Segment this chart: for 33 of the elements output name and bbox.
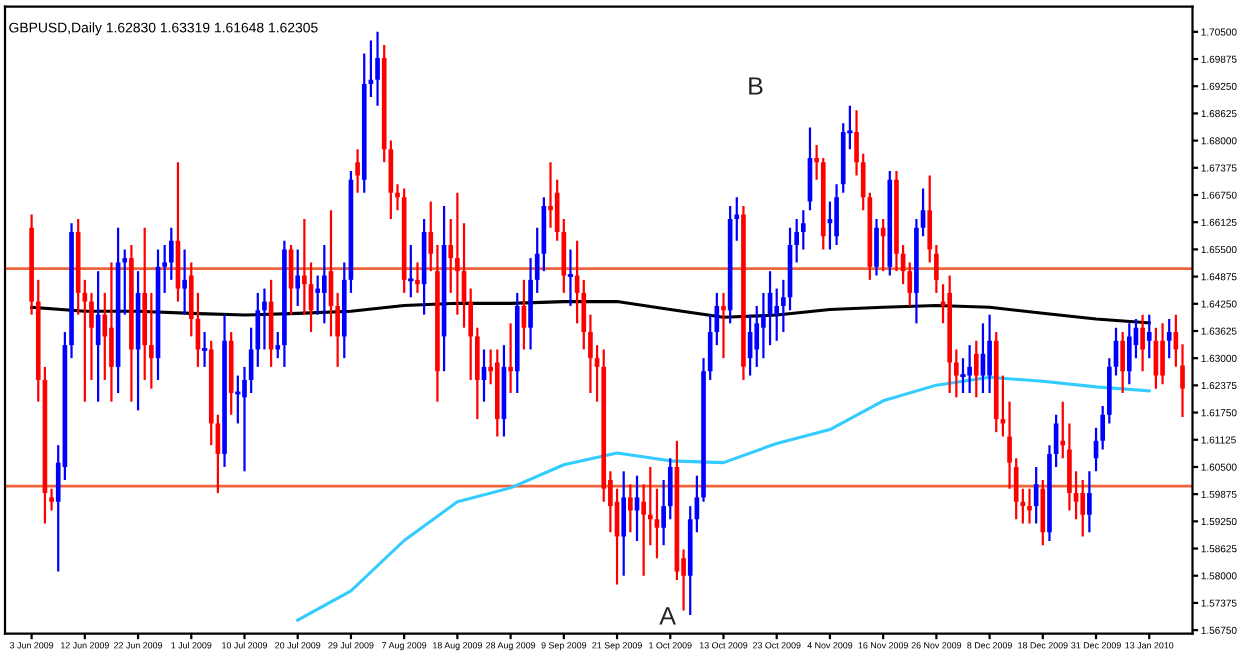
candlestick — [721, 291, 726, 360]
candlestick — [874, 217, 879, 277]
candlestick — [1166, 317, 1172, 360]
annotation: A — [659, 607, 676, 625]
candlestick — [315, 274, 320, 316]
candlestick — [375, 30, 380, 107]
candlestick — [200, 330, 209, 368]
candlestick — [1146, 313, 1152, 360]
candlestick — [621, 470, 627, 577]
candlestick — [967, 344, 972, 395]
candlestick — [415, 261, 420, 295]
candlestick — [295, 248, 301, 308]
candlestick — [1140, 313, 1145, 373]
candlestick — [628, 483, 633, 534]
candlestick — [182, 248, 187, 316]
candlestick — [322, 243, 327, 325]
candlestick — [834, 183, 839, 247]
candlestick — [508, 322, 513, 395]
candlestick — [1120, 330, 1125, 395]
candlestick — [1080, 478, 1086, 538]
candlestick — [109, 261, 114, 403]
candlestick — [566, 248, 575, 308]
candlestick — [1087, 470, 1092, 534]
annotation: B — [749, 77, 763, 95]
candlestick — [1126, 322, 1132, 386]
candlestick — [1027, 487, 1032, 525]
candlestick — [1040, 478, 1046, 547]
candlestick — [774, 287, 780, 342]
candlestick — [987, 313, 992, 395]
candlestick — [973, 339, 979, 399]
candlestick — [355, 148, 360, 194]
candlestick — [1160, 322, 1165, 386]
candlestick — [548, 161, 553, 229]
